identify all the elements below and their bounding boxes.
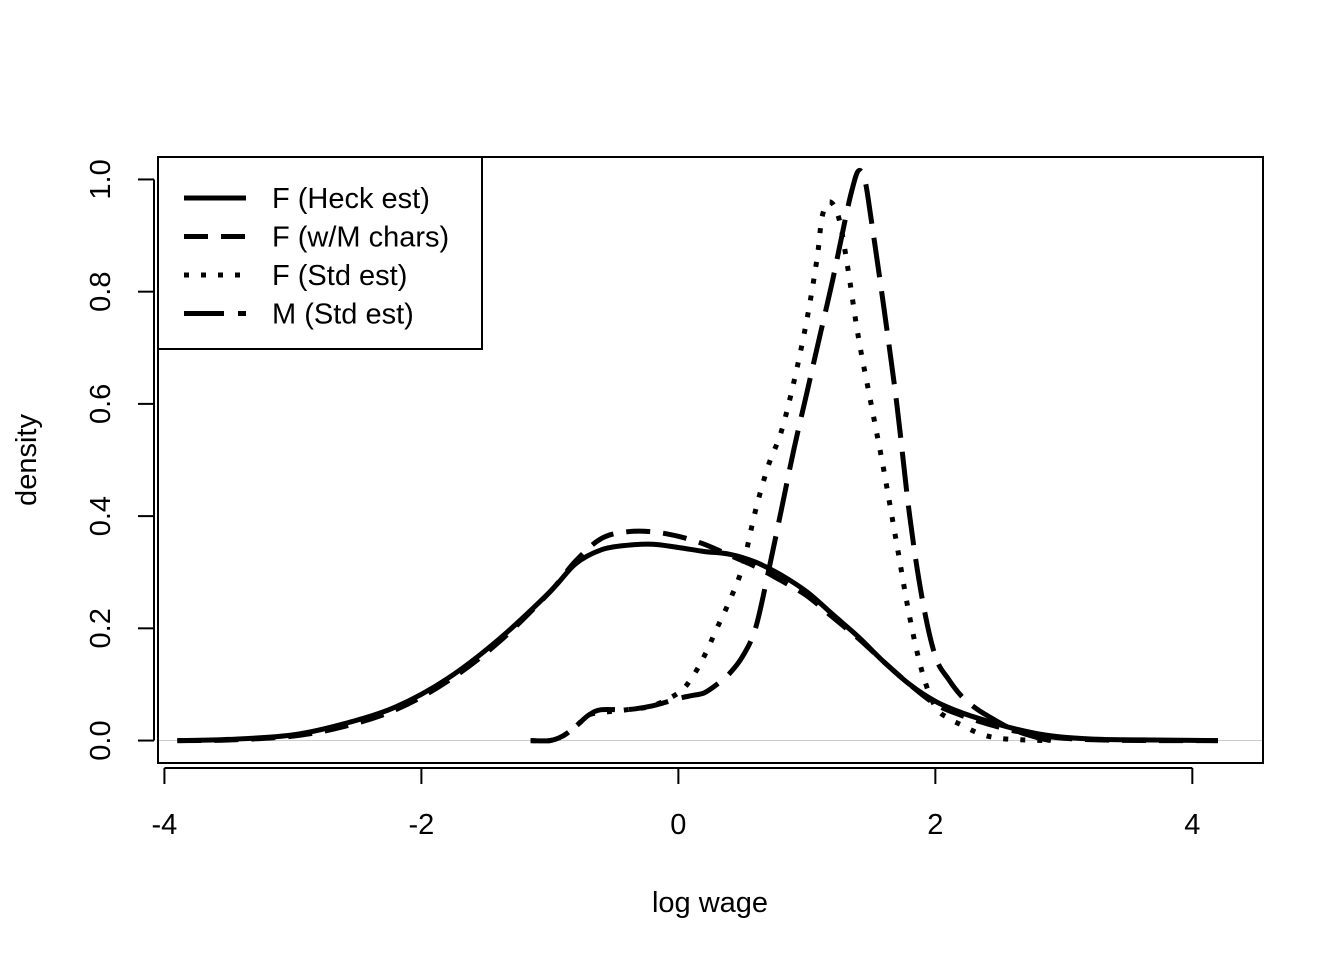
y-axis: 0.0 0.2 0.4 0.6 0.8 1.0 xyxy=(85,159,155,761)
x-tick-label: 2 xyxy=(927,809,943,841)
series-layer xyxy=(177,167,1219,744)
legend-label: F (Heck est) xyxy=(272,183,430,215)
x-axis: -4 -2 0 2 4 xyxy=(152,767,1200,841)
legend: F (Heck est) F (w/M chars) F (Std est) M (S… xyxy=(157,156,483,350)
legend-label: F (Std est) xyxy=(272,260,407,292)
x-axis-label: log wage xyxy=(652,887,768,919)
series-line-f-wm-chars xyxy=(177,528,1219,744)
y-tick-label: 0.6 xyxy=(85,384,117,424)
series-line-f-std-est xyxy=(530,199,1052,744)
x-tick-label: 4 xyxy=(1184,809,1200,841)
y-tick-label: 1.0 xyxy=(85,159,117,199)
x-tick-label: -2 xyxy=(409,809,435,841)
y-tick-label: 0.8 xyxy=(85,272,117,312)
x-tick-label: 0 xyxy=(670,809,686,841)
legend-label: F (w/M chars) xyxy=(272,222,449,254)
y-tick-label: 0.2 xyxy=(85,608,117,648)
series-line-f-heck-est xyxy=(177,541,1219,744)
legend-box xyxy=(157,156,483,350)
legend-label: M (Std est) xyxy=(272,299,414,331)
y-tick-label: 0.4 xyxy=(85,496,117,536)
y-axis-label: density xyxy=(11,414,43,506)
series-line-m-std-est xyxy=(530,167,1052,744)
x-tick-label: -4 xyxy=(152,809,178,841)
plot-frame xyxy=(157,156,1264,764)
y-tick-label: 0.0 xyxy=(85,720,117,760)
